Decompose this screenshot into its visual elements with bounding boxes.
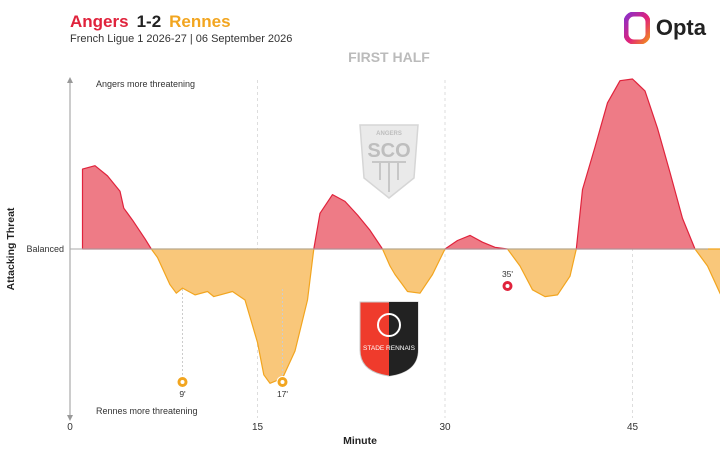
goal-minute-label: 35': [502, 269, 513, 279]
threat-areas: [81, 78, 720, 384]
x-tick-label: 45: [627, 422, 639, 433]
score-line: Angers 1-2 Rennes: [70, 12, 292, 32]
goal-event: 35': [501, 269, 514, 292]
rennes-threat-area: [506, 248, 577, 298]
annotation-bottom: Rennes more threatening: [96, 406, 198, 416]
goal-events: 9' 17' 35': [176, 269, 514, 399]
goal-ball-icon-center: [280, 380, 285, 384]
rennes-crest-icon: STADE RENNAIS: [359, 301, 419, 377]
angers-crest-icon: ANGERS SCO: [359, 124, 419, 199]
home-team-name: Angers: [70, 12, 129, 31]
x-tick-label: 15: [252, 422, 264, 433]
y-axis-label: Attacking Threat: [5, 207, 17, 290]
rennes-threat-area: [694, 248, 720, 295]
rennes-crest-text: STADE RENNAIS: [363, 345, 416, 352]
goal-minute-label: 17': [277, 389, 288, 399]
x-tick-label: 30: [439, 422, 451, 433]
x-axis-label: Minute: [343, 435, 377, 447]
angers-threat-area: [575, 78, 696, 250]
annotation-top: Angers more threatening: [96, 79, 195, 89]
goal-ball-icon-center: [180, 380, 185, 384]
annotation-balanced: Balanced: [26, 244, 64, 254]
goal-event: 9': [176, 289, 189, 399]
x-tick-labels: 0 15 30 45: [67, 422, 638, 433]
angers-crest-text: SCO: [367, 140, 410, 162]
opta-brand: Opta: [623, 12, 706, 44]
opta-logo-icon: [623, 12, 650, 44]
chart-title: FIRST HALF: [348, 49, 430, 65]
match-header: Angers 1-2 Rennes French Ligue 1 2026-27 |…: [70, 12, 292, 45]
away-team-name: Rennes: [169, 12, 231, 31]
angers-crest-caption: ANGERS: [376, 131, 402, 137]
angers-threat-area: [81, 165, 152, 250]
goal-ball-icon-center: [505, 284, 510, 288]
goal-minute-label: 9': [179, 389, 186, 399]
rennes-threat-area: [381, 248, 446, 294]
match-subtitle: French Ligue 1 2026-27 | 06 September 20…: [70, 33, 293, 45]
rennes-threat-area: [150, 248, 315, 384]
angers-threat-area: [313, 194, 384, 250]
opta-wordmark: Opta: [655, 15, 706, 40]
match-score: 1-2: [136, 12, 162, 31]
goal-event: 17': [276, 289, 289, 399]
angers-threat-area: [444, 234, 509, 250]
x-tick-label: 0: [67, 422, 73, 433]
